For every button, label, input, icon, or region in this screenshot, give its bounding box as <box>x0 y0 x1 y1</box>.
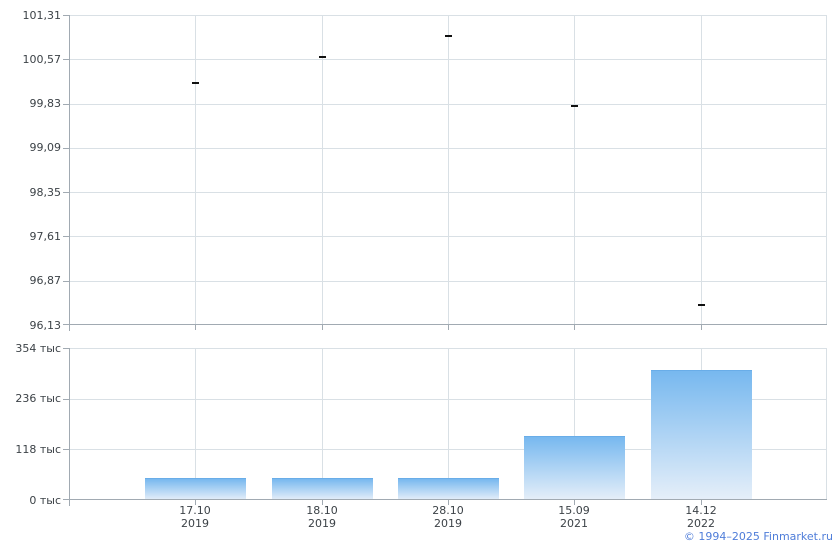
y-axis-tick <box>63 348 69 349</box>
volume-bar <box>272 478 373 500</box>
x-tick-label: 28.10 2019 <box>403 504 493 530</box>
gridline-vertical <box>574 348 575 500</box>
y-axis-tick <box>63 15 69 16</box>
x-axis-tick <box>574 500 575 505</box>
price-dash-marker <box>192 82 199 84</box>
volume-bar <box>145 478 246 500</box>
price-dash-marker <box>571 105 578 107</box>
x-tick-label-date: 17.10 <box>179 504 211 517</box>
y-axis-tick <box>63 281 69 282</box>
x-axis-line <box>69 499 827 500</box>
price-y-tick-label: 97,61 <box>29 229 62 243</box>
gridline-vertical <box>448 348 449 500</box>
y-axis-tick <box>63 324 69 325</box>
x-axis-tick <box>574 325 575 330</box>
volume-y-tick-label: 0 тыс <box>29 493 61 507</box>
x-axis-tick <box>322 500 323 505</box>
x-axis-tick <box>322 325 323 330</box>
x-tick-label: 17.10 2019 <box>150 504 240 530</box>
x-tick-label-date: 14.12 <box>685 504 717 517</box>
y-axis-tick <box>63 104 69 105</box>
volume-panel <box>63 348 827 506</box>
price-dash-marker <box>698 304 705 306</box>
x-tick-label-year: 2022 <box>687 517 715 530</box>
x-tick-label-date: 18.10 <box>306 504 338 517</box>
volume-y-tick-label: 236 тыс <box>15 392 61 406</box>
volume-y-tick-label: 118 тыс <box>15 442 61 456</box>
gridline-vertical <box>195 348 196 500</box>
price-y-tick-label: 99,09 <box>29 141 62 155</box>
volume-y-tick-label: 354 тыс <box>15 341 61 355</box>
price-y-tick-label: 100,57 <box>22 52 62 66</box>
x-tick-label: 14.12 2022 <box>656 504 746 530</box>
price-panel <box>63 15 827 331</box>
y-axis-line <box>69 348 70 506</box>
price-dash-marker <box>319 56 326 58</box>
y-axis-line <box>69 15 70 331</box>
copyright-link[interactable]: © 1994–2025 Finmarket.ru <box>683 530 833 543</box>
y-axis-tick <box>63 449 69 450</box>
gridline-vertical <box>574 15 575 325</box>
x-tick-label-year: 2019 <box>434 517 462 530</box>
x-axis-tick <box>448 325 449 330</box>
volume-bar <box>651 370 752 500</box>
x-tick-label-date: 28.10 <box>432 504 464 517</box>
price-dash-marker <box>445 35 452 37</box>
x-axis-line <box>69 324 827 325</box>
gridline-vertical <box>826 15 827 325</box>
x-tick-label-date: 15.09 <box>558 504 590 517</box>
gridline-vertical <box>322 348 323 500</box>
y-axis-tick <box>63 192 69 193</box>
gridline-vertical <box>322 15 323 325</box>
gridline-vertical <box>701 15 702 325</box>
x-axis-tick <box>701 500 702 505</box>
x-tick-label: 18.10 2019 <box>277 504 367 530</box>
y-axis-tick <box>63 499 69 500</box>
x-axis-tick <box>195 325 196 330</box>
volume-bar <box>524 436 625 500</box>
y-axis-tick <box>63 236 69 237</box>
volume-bar <box>398 478 499 500</box>
x-tick-label-year: 2019 <box>308 517 336 530</box>
gridline-vertical <box>195 15 196 325</box>
y-axis-tick <box>63 59 69 60</box>
gridline-vertical <box>826 348 827 500</box>
x-axis-tick <box>195 500 196 505</box>
price-y-tick-label: 101,31 <box>22 8 62 22</box>
price-y-tick-label: 96,13 <box>29 318 62 332</box>
y-axis-tick <box>63 148 69 149</box>
price-y-tick-label: 96,87 <box>29 274 62 288</box>
x-tick-label-year: 2019 <box>181 517 209 530</box>
x-axis-tick <box>701 325 702 330</box>
x-axis-tick <box>448 500 449 505</box>
price-y-tick-label: 99,83 <box>29 97 62 111</box>
y-axis-tick <box>63 399 69 400</box>
price-y-tick-label: 98,35 <box>29 185 62 199</box>
gridline-vertical <box>448 15 449 325</box>
x-tick-label: 15.09 2021 <box>529 504 619 530</box>
x-tick-label-year: 2021 <box>560 517 588 530</box>
